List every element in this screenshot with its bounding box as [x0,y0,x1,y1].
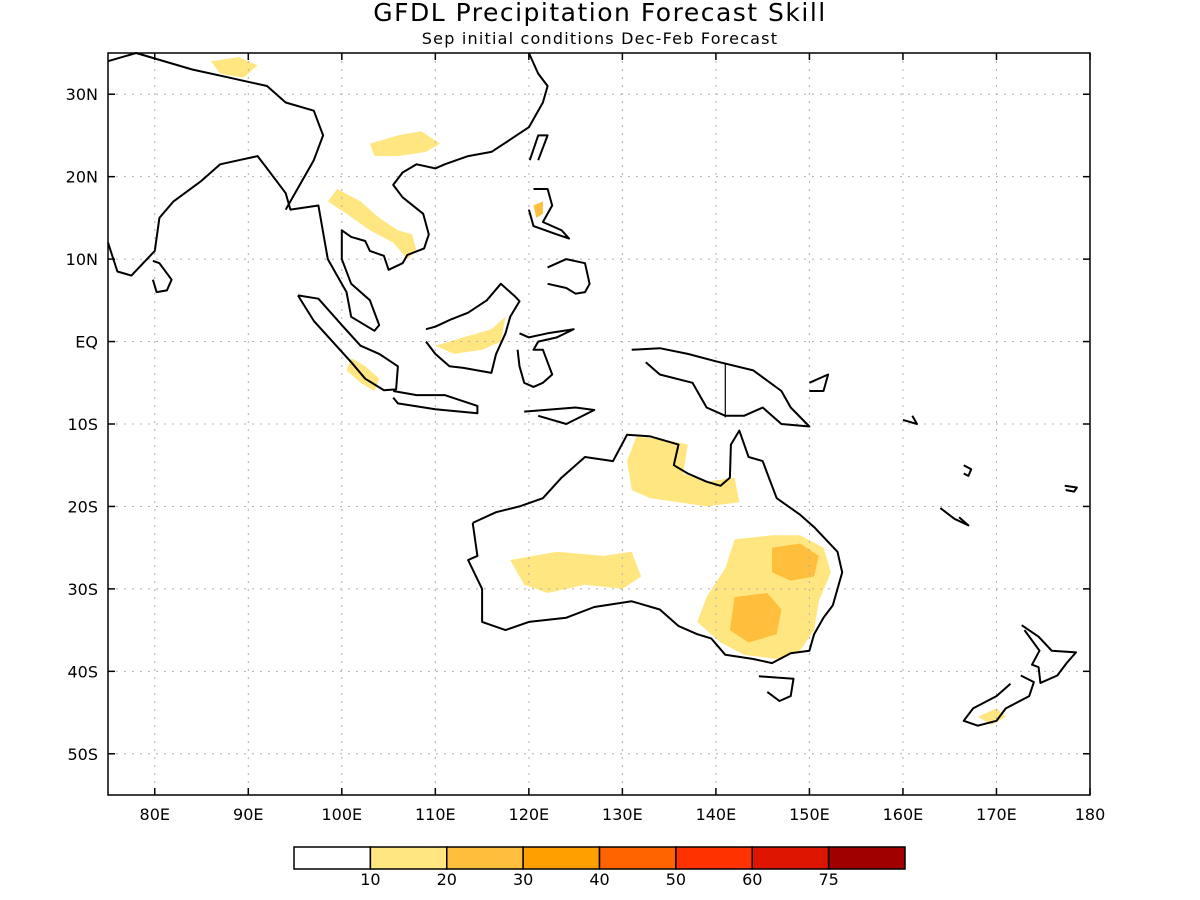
skill-region [435,316,506,354]
colorbar-swatch [522,846,601,870]
lon-tick-label: 150E [789,805,830,824]
coastline [902,415,918,425]
lon-tick-label: 80E [140,805,170,824]
lat-tick-label: 10S [67,415,98,434]
lon-tick-label: 140E [696,805,737,824]
coastline [516,328,575,388]
colorbar-swatch [827,846,906,870]
lon-tick-label: 90E [233,805,263,824]
coastline [524,406,596,425]
colorbar-label: 60 [742,870,762,889]
colorbar-swatch [293,846,372,870]
lat-tick-label: EQ [75,333,98,352]
skill-region [729,593,782,643]
colorbar-swatch [369,846,448,870]
coastline [107,52,325,211]
lon-tick-label: 120E [509,805,550,824]
coastline [467,429,844,665]
coastlines-layer [107,52,1078,727]
map-subtitle: Sep initial conditions Dec-Feb Forecast [421,29,779,48]
colorbar-label: 75 [818,870,838,889]
skill-region [327,189,417,260]
skill-region [977,708,1006,725]
grid-lines [108,53,1090,795]
colorbar-swatch [598,846,677,870]
lat-tick-label: 20S [67,497,98,516]
lon-tick-label: 180 [1075,805,1106,824]
colorbar-label: 30 [513,870,533,889]
map-title: GFDL Precipitation Forecast Skill [373,0,827,27]
coastline [963,464,973,477]
coastline [631,347,811,428]
skill-region [210,57,258,78]
skill-region [772,543,819,581]
skill-region [369,131,440,157]
lon-tick-label: 160E [883,805,924,824]
colorbar-label: 40 [589,870,609,889]
coastline [1021,624,1077,684]
colorbar: 10 20 30 40 50 60 75 [293,846,906,889]
coastline [808,373,830,392]
coastline [297,294,399,392]
lat-tick-label: 30N [66,85,98,104]
colorbar-swatch [446,846,524,870]
coastline [962,674,1035,727]
coastline [151,259,173,294]
colorbar-label: 10 [360,870,380,889]
coastline [527,188,571,240]
lon-tick-label: 170E [976,805,1017,824]
colorbar-swatch [675,846,753,870]
coastline [392,390,479,415]
colorbar-label: 20 [437,870,457,889]
lat-tick-label: 50S [67,745,98,764]
lon-tick-label: 100E [321,805,362,824]
lon-tick-label: 110E [415,805,456,824]
coastline [425,282,521,374]
lon-tick-label: 130E [602,805,643,824]
map-frame [107,52,1091,796]
coastline [758,675,795,702]
lat-tick-label: 40S [67,662,98,681]
lat-tick-label: 20N [66,168,98,187]
coastline [547,258,591,295]
coastline [528,134,549,161]
coastline [939,507,970,527]
lat-tick-label: 30S [67,580,98,599]
lat-tick-label: 10N [66,250,98,269]
coastline [107,52,549,332]
axis-ticks: 30N 20N 10N EQ 10S 20S 30S 40S 50S 80E 90E 100E 110E… [66,53,1106,824]
skill-region [533,201,543,218]
colorbar-label: 50 [666,870,686,889]
skill-shading-layer [210,57,1006,725]
colorbar-swatch [751,846,830,870]
skill-region [510,551,642,593]
coastline [1064,484,1078,493]
